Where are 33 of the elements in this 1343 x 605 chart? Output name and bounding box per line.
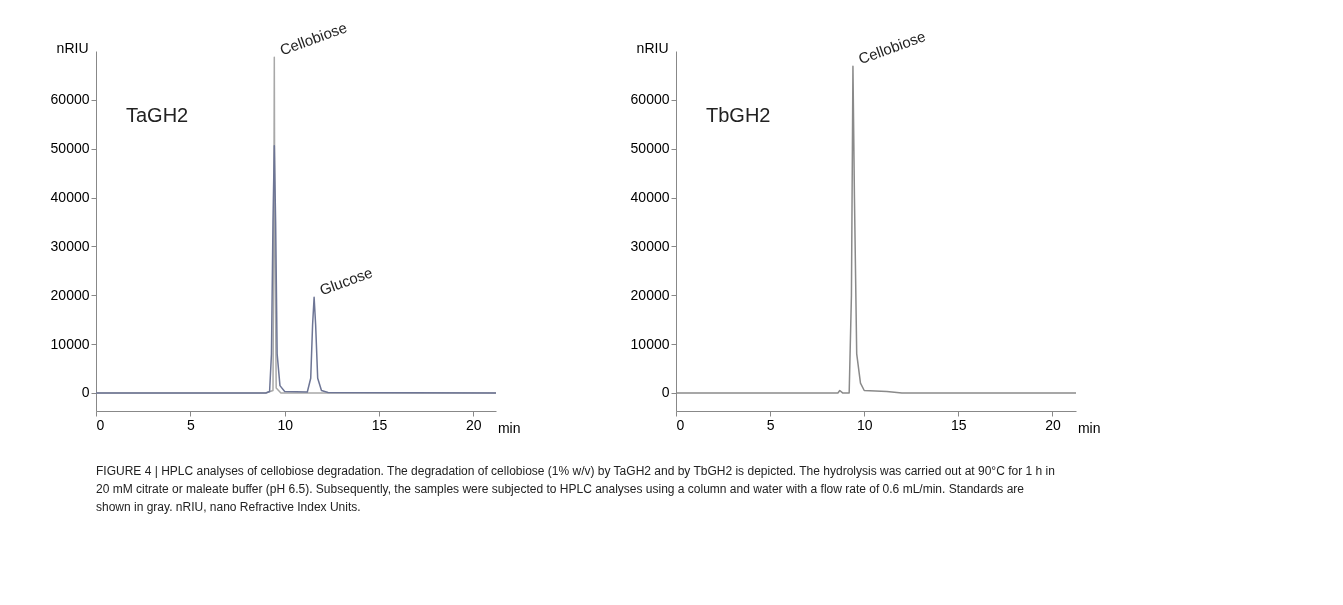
annotation: Glucose [317,263,375,299]
line-series [95,145,497,394]
y-tick-label: 50000 [50,140,90,157]
x-tick-label: 5 [766,416,775,433]
y-tick-label: 10000 [630,335,670,352]
x-tick-label: 15 [951,416,967,433]
x-tick-label: 10 [856,416,873,433]
annotation: TaGH2 [126,104,189,126]
x-tick-label: 5 [186,416,195,433]
y-axis-title: nRIU [56,39,89,56]
y-tick-label: 30000 [50,237,90,254]
caption: FIGURE 4 | HPLC analyses of cellobiose degradation. The degradation of cellobiose (1% w/v) by TaGH2 and by TbGH2 is depicted. The hydrolysis was carried out at 90°C for 1 h in 20 mM citrate or maleate buffer (pH 6.5). Subsequently, the samples were subjected to HPLC analyses using a column and water with a flow rate of 0.6 mL/min. Standards are shown in gray. nRIU, nano Refractive Index Units. [96,464,1055,514]
y-tick-label: 40000 [50,189,90,206]
y-tick-label: 30000 [630,237,670,254]
y-tick-label: 0 [81,384,90,401]
y-tick-label: 20000 [50,286,90,303]
x-tick-label: 0 [96,416,105,433]
x-axis-title: min [1077,419,1101,436]
x-tick-label: 20 [466,416,482,433]
annotation: TbGH2 [706,104,771,126]
x-tick-label: 0 [676,416,685,433]
y-tick-label: 20000 [630,286,670,303]
y-axis-title: nRIU [636,39,669,56]
y-tick-label: 60000 [630,91,670,108]
x-tick-label: 20 [1045,416,1061,433]
y-tick-label: 0 [661,384,670,401]
y-tick-label: 10000 [50,335,90,352]
x-axis-title: min [497,419,521,436]
y-tick-label: 40000 [630,189,670,206]
x-tick-label: 10 [277,416,294,433]
y-tick-label: 50000 [630,140,670,157]
x-tick-label: 15 [371,416,388,433]
y-tick-label: 60000 [50,91,90,108]
